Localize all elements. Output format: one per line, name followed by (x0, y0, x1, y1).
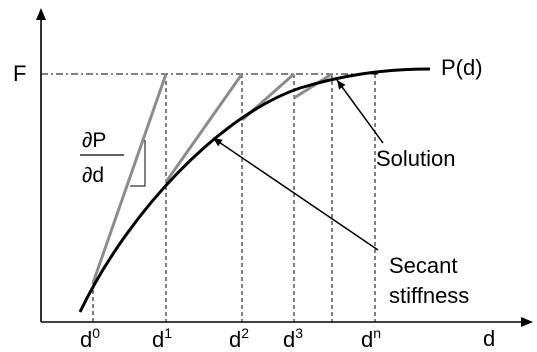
derivative-numerator: ∂P (82, 129, 106, 152)
y-axis-arrowhead (36, 8, 46, 20)
secant-line-0 (91, 73, 168, 284)
force-label: F (13, 61, 26, 86)
curve-label: P(d) (441, 55, 483, 80)
secant-label-line1: Secant (389, 253, 458, 278)
solution-label: Solution (376, 146, 456, 171)
secant-line-1 (164, 73, 244, 183)
x-axis-arrowhead (521, 317, 533, 327)
x-axis-label: d (483, 326, 495, 351)
iterate-label-d0: d0 (80, 325, 100, 352)
derivative-fraction: ∂P ∂d (80, 129, 124, 187)
iterate-label-dn: dn (361, 325, 381, 352)
curve-p-of-d (78, 67, 431, 313)
iterate-label-d3: d3 (283, 325, 303, 352)
slope-triangle (130, 140, 146, 187)
iterate-label-d1: d1 (152, 325, 172, 352)
derivative-denominator: ∂d (82, 164, 104, 187)
secant-label-line2: stiffness (389, 283, 469, 308)
secant-line-3 (293, 72, 333, 100)
secant-arrow (212, 137, 379, 251)
solution-arrow (336, 79, 384, 144)
iterate-label-d2: d2 (229, 325, 249, 352)
